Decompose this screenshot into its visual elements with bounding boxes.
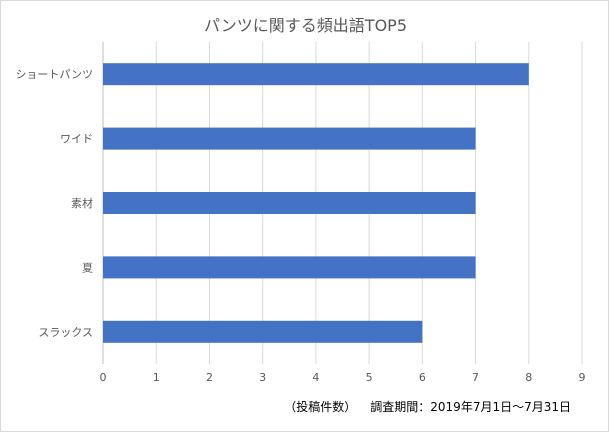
x-tick-label: 5 — [366, 371, 373, 384]
bar — [103, 127, 476, 150]
x-tick-label: 0 — [100, 371, 107, 384]
x-tick-labels: 0 1 2 3 4 5 6 7 8 9 — [100, 371, 586, 384]
x-tick-label: 7 — [472, 371, 479, 384]
x-tick-label: 9 — [579, 371, 586, 384]
bars — [103, 63, 529, 343]
footnote: （投稿件数） 調査期間：2019年7月1日〜7月31日 — [284, 398, 571, 415]
chart-title: パンツに関する頻出語TOP5 — [204, 16, 407, 35]
category-label: ワイド — [60, 133, 93, 146]
bar — [103, 320, 423, 343]
category-label: ショートパンツ — [15, 68, 93, 81]
category-label: 夏 — [82, 261, 93, 274]
x-tick-label: 2 — [206, 371, 213, 384]
bar — [103, 192, 476, 214]
x-tick-label: 1 — [153, 371, 160, 384]
category-label: スラックス — [38, 326, 93, 339]
x-tick-label: 6 — [419, 371, 426, 384]
bar — [103, 63, 529, 86]
category-label: 素材 — [71, 196, 93, 210]
x-tick-label: 8 — [525, 371, 532, 384]
x-tick-label: 3 — [259, 371, 266, 384]
bar — [103, 256, 476, 279]
footnote-unit: （投稿件数） — [284, 400, 357, 414]
x-tick-label: 4 — [312, 371, 319, 384]
footnote-period: 調査期間：2019年7月1日〜7月31日 — [370, 400, 571, 414]
